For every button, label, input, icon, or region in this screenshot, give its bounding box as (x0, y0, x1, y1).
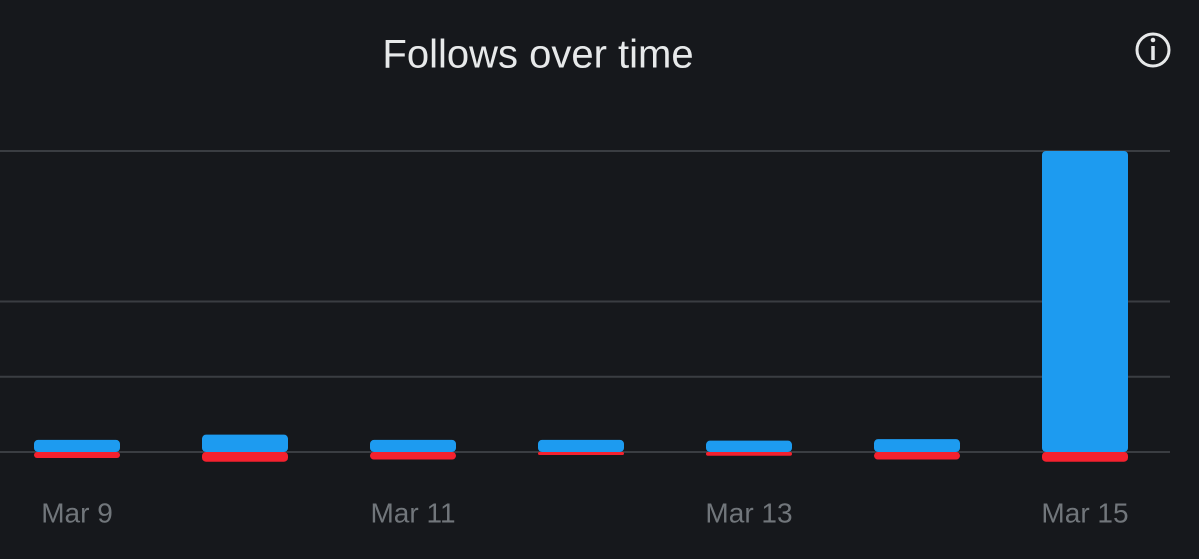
bar (538, 451, 624, 455)
bar (34, 451, 120, 458)
info-circle[interactable] (1135, 32, 1171, 68)
bar (202, 434, 288, 452)
info-dot[interactable] (1150, 37, 1156, 43)
bar (706, 451, 792, 456)
bar (370, 451, 456, 460)
chart-title: Follows over time (382, 33, 693, 77)
bar (538, 439, 624, 452)
x-tick-label: Mar 15 (1041, 497, 1128, 528)
x-tick-label: Mar 9 (41, 497, 113, 528)
bar (1042, 151, 1128, 452)
bar (34, 439, 120, 452)
bar (370, 439, 456, 452)
bar (1042, 451, 1128, 462)
bar (202, 451, 288, 462)
bar (706, 440, 792, 452)
bar (874, 439, 960, 452)
bar (874, 451, 960, 460)
x-tick-label: Mar 11 (370, 497, 455, 528)
info-icon[interactable] (1135, 32, 1171, 68)
x-tick-label: Mar 13 (705, 497, 792, 528)
